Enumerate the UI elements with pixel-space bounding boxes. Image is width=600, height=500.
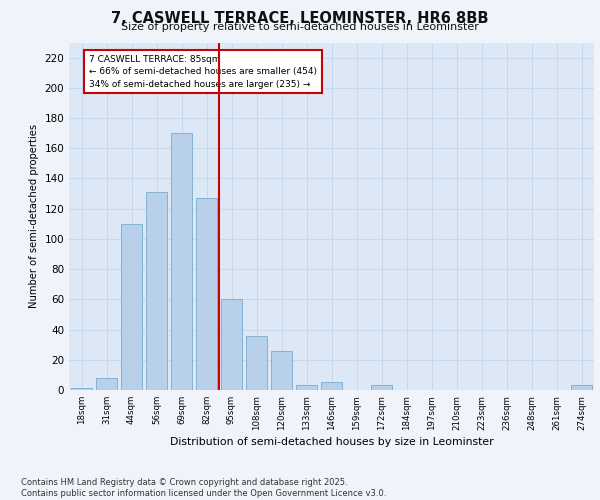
Bar: [121, 224, 142, 390]
Bar: [246, 336, 267, 390]
Text: 7 CASWELL TERRACE: 85sqm
← 66% of semi-detached houses are smaller (454)
34% of : 7 CASWELL TERRACE: 85sqm ← 66% of semi-d…: [89, 54, 317, 88]
Bar: [221, 300, 242, 390]
Bar: [296, 386, 317, 390]
Text: 7, CASWELL TERRACE, LEOMINSTER, HR6 8BB: 7, CASWELL TERRACE, LEOMINSTER, HR6 8BB: [111, 11, 489, 26]
Bar: [271, 350, 292, 390]
Bar: [196, 198, 217, 390]
Y-axis label: Number of semi-detached properties: Number of semi-detached properties: [29, 124, 39, 308]
Bar: [371, 386, 392, 390]
Text: Size of property relative to semi-detached houses in Leominster: Size of property relative to semi-detach…: [121, 22, 479, 32]
Bar: [71, 388, 92, 390]
Bar: [146, 192, 167, 390]
Bar: [571, 386, 592, 390]
Bar: [321, 382, 342, 390]
X-axis label: Distribution of semi-detached houses by size in Leominster: Distribution of semi-detached houses by …: [170, 436, 493, 446]
Text: Contains HM Land Registry data © Crown copyright and database right 2025.
Contai: Contains HM Land Registry data © Crown c…: [21, 478, 386, 498]
Bar: [171, 133, 192, 390]
Bar: [96, 378, 117, 390]
